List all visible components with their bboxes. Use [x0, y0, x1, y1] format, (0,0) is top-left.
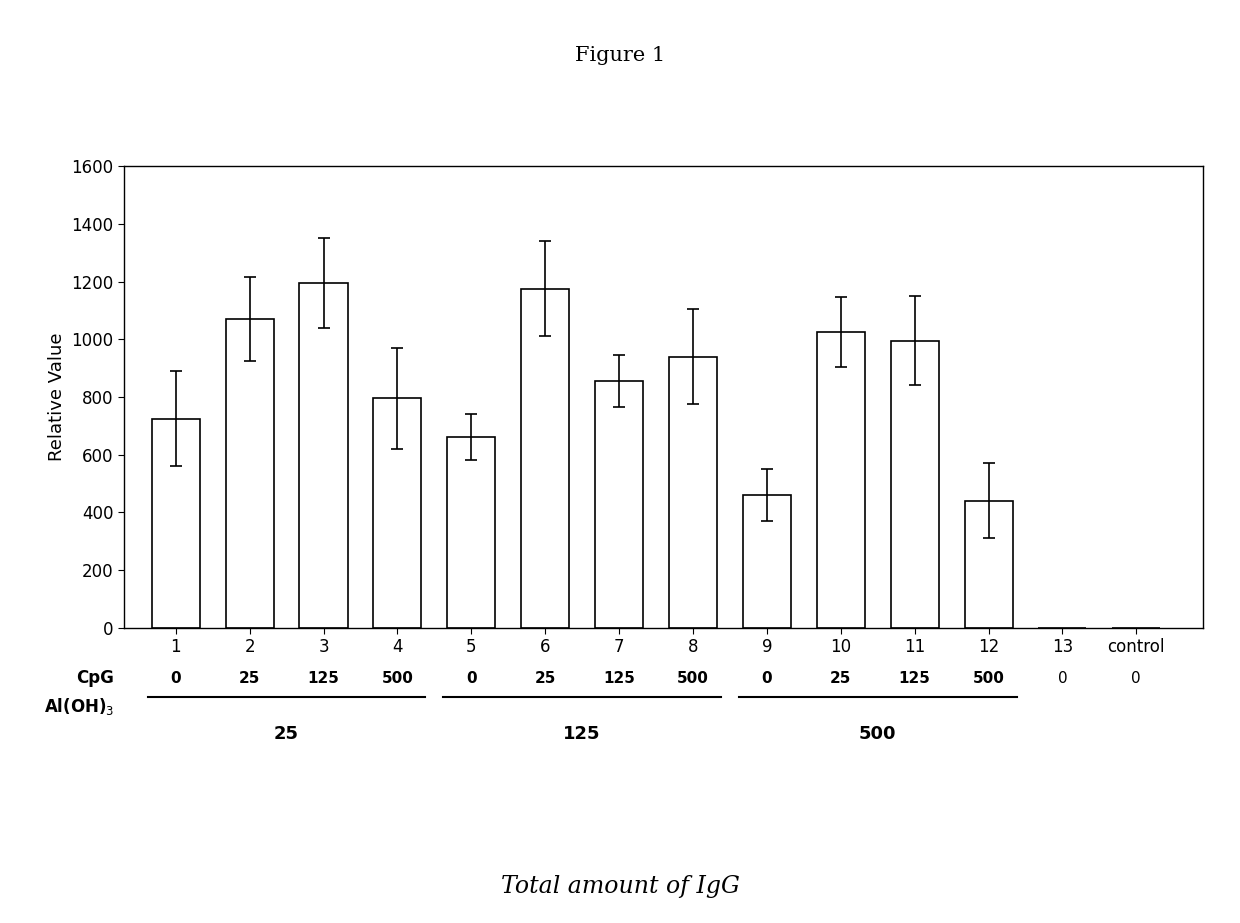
Text: 500: 500 — [677, 671, 709, 686]
Bar — [965, 500, 1013, 628]
Text: 0: 0 — [1058, 671, 1068, 686]
Text: 0: 0 — [170, 671, 181, 686]
Bar — [226, 319, 274, 628]
Text: 500: 500 — [382, 671, 413, 686]
Text: 0: 0 — [1131, 671, 1141, 686]
Text: CpG: CpG — [76, 669, 114, 688]
Text: 125: 125 — [563, 725, 601, 743]
Text: 25: 25 — [239, 671, 260, 686]
Bar — [817, 332, 864, 628]
Text: 125: 125 — [603, 671, 635, 686]
Text: Al(OH)$_3$: Al(OH)$_3$ — [43, 696, 114, 716]
Text: Total amount of IgG: Total amount of IgG — [501, 875, 739, 897]
Bar — [743, 495, 791, 628]
Text: 125: 125 — [308, 671, 340, 686]
Bar — [151, 418, 200, 628]
Text: Figure 1: Figure 1 — [575, 46, 665, 65]
Text: 25: 25 — [534, 671, 556, 686]
Bar — [448, 438, 495, 628]
Text: 25: 25 — [830, 671, 852, 686]
Bar — [300, 283, 347, 628]
Bar — [521, 289, 569, 628]
Bar — [668, 356, 717, 628]
Bar — [890, 341, 939, 628]
Text: 500: 500 — [859, 725, 897, 743]
Text: 125: 125 — [899, 671, 930, 686]
Text: 25: 25 — [274, 725, 299, 743]
Y-axis label: Relative Value: Relative Value — [48, 332, 66, 462]
Bar — [595, 381, 644, 628]
Bar — [373, 399, 422, 628]
Text: 500: 500 — [972, 671, 1004, 686]
Text: 0: 0 — [466, 671, 476, 686]
Text: 0: 0 — [761, 671, 773, 686]
